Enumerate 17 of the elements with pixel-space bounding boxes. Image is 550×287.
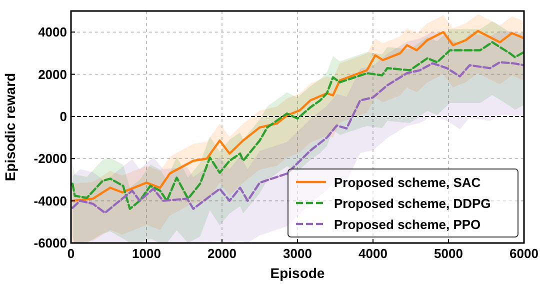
y-tick-label: -2000 bbox=[34, 151, 67, 166]
legend-label: Proposed scheme, DDPG bbox=[334, 196, 491, 211]
x-axis-title: Episode bbox=[270, 265, 325, 281]
x-tick-label: 5000 bbox=[434, 246, 463, 261]
x-tick-label: 1000 bbox=[132, 246, 161, 261]
x-tick-label: 4000 bbox=[358, 246, 388, 261]
y-tick-label: 2000 bbox=[38, 66, 67, 82]
y-tick-label: 4000 bbox=[38, 24, 67, 40]
x-tick-label: 6000 bbox=[510, 246, 538, 261]
x-tick-label: 2000 bbox=[208, 246, 236, 261]
y-tick-label: -6000 bbox=[34, 236, 67, 250]
y-tick-label: -4000 bbox=[34, 193, 67, 208]
legend-label: Proposed scheme, SAC bbox=[334, 175, 482, 190]
x-tick-label: 3000 bbox=[283, 246, 312, 261]
y-axis-title: Episodic reward bbox=[2, 72, 18, 182]
legend-label: Proposed scheme, PPO bbox=[334, 217, 481, 232]
y-tick-label: 0 bbox=[60, 108, 67, 124]
